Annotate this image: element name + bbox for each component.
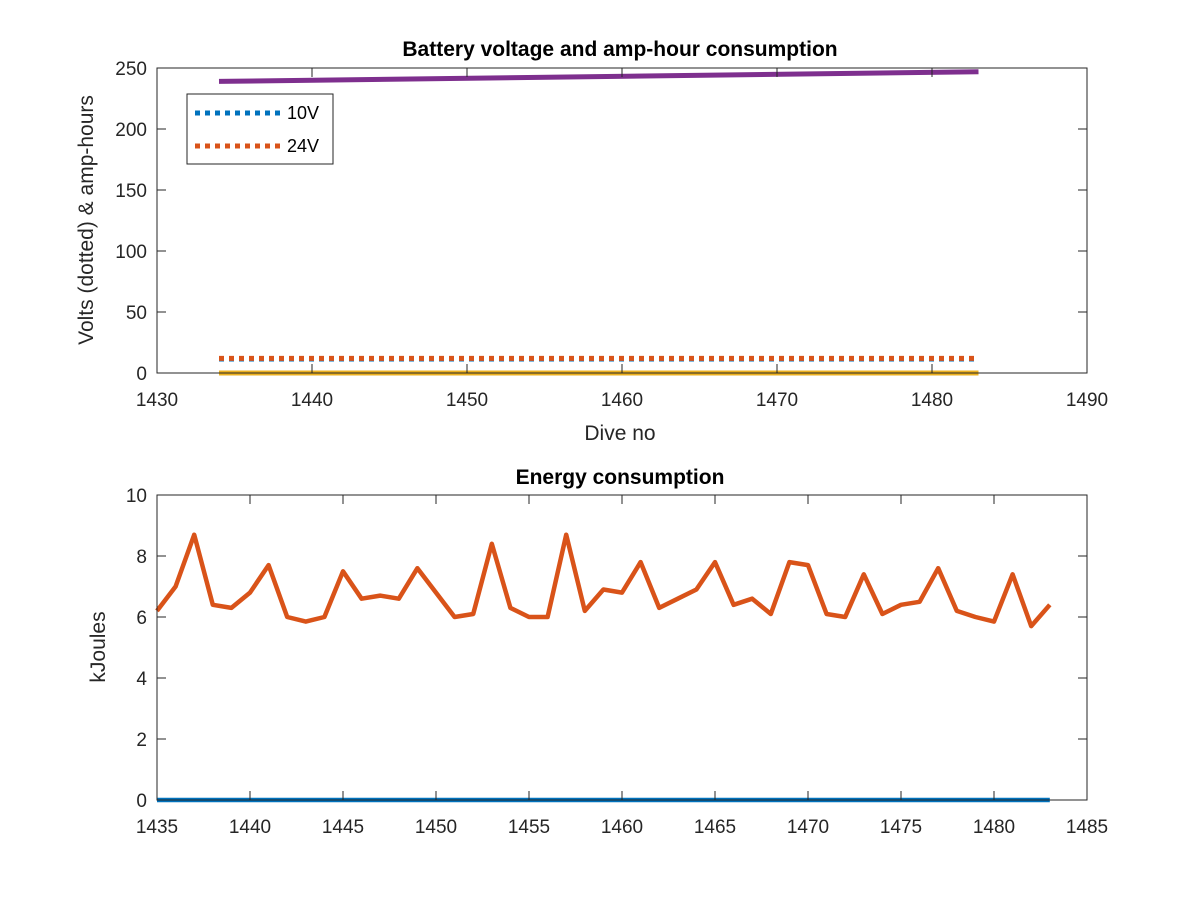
- y-tick-label: 0: [136, 791, 147, 812]
- x-tick-label: 1455: [508, 817, 550, 838]
- x-tick-label: 1450: [446, 390, 488, 411]
- x-tick-label: 1465: [694, 817, 736, 838]
- x-tick-label: 1475: [880, 817, 922, 838]
- y-tick-label: 200: [115, 120, 147, 141]
- x-tick-label: 1485: [1066, 817, 1108, 838]
- legend: 10V 24V: [186, 93, 334, 165]
- x-tick-label: 1430: [136, 390, 178, 411]
- series-line-1: [155, 532, 1052, 629]
- legend-label-24v: 24V: [287, 136, 319, 156]
- x-tick-label: 1445: [322, 817, 364, 838]
- chart-title: Battery voltage and amp-hour consumption: [402, 38, 837, 61]
- chart-title: Energy consumption: [516, 466, 725, 489]
- voltage-chart: Battery voltage and amp-hour consumption…: [75, 38, 1108, 445]
- x-tick-label: 1480: [911, 390, 953, 411]
- x-tick-label: 1480: [973, 817, 1015, 838]
- x-tick-label: 1490: [1066, 390, 1108, 411]
- y-tick-label: 2: [136, 730, 147, 751]
- ticks-layer: 1430 1440 1450 1460 1470 1480 1490 0 50 100 150 200…: [115, 59, 1108, 411]
- y-axis-label: kJoules: [87, 611, 110, 682]
- y-tick-label: 150: [115, 181, 147, 202]
- series-line-3: [218, 69, 979, 84]
- x-tick-label: 1470: [787, 817, 829, 838]
- x-tick-label: 1450: [415, 817, 457, 838]
- x-tick-label: 1470: [756, 390, 798, 411]
- y-tick-label: 6: [136, 608, 147, 629]
- energy-chart: Energy consumption 1435 1440 1445 1450 1455 1…: [87, 466, 1108, 838]
- legend-label-10v: 10V: [287, 103, 319, 123]
- y-tick-label: 100: [115, 242, 147, 263]
- x-tick-label: 1460: [601, 817, 643, 838]
- y-tick-label: 4: [136, 669, 147, 690]
- plot-area: [157, 495, 1087, 800]
- x-tick-label: 1440: [229, 817, 271, 838]
- y-tick-label: 10: [126, 486, 147, 507]
- y-tick-label: 250: [115, 59, 147, 80]
- legend-box: [186, 93, 334, 165]
- x-tick-label: 1460: [601, 390, 643, 411]
- ticks-layer: 1435 1440 1445 1450 1455 1460 1465 1470 1475 1480…: [126, 486, 1108, 838]
- x-tick-label: 1435: [136, 817, 178, 838]
- y-tick-label: 50: [126, 303, 147, 324]
- x-axis-label: Dive no: [584, 422, 655, 445]
- y-axis-label: Volts (dotted) & amp-hours: [75, 95, 98, 345]
- x-tick-label: 1440: [291, 390, 333, 411]
- y-tick-label: 8: [136, 547, 147, 568]
- y-tick-label: 0: [136, 364, 147, 385]
